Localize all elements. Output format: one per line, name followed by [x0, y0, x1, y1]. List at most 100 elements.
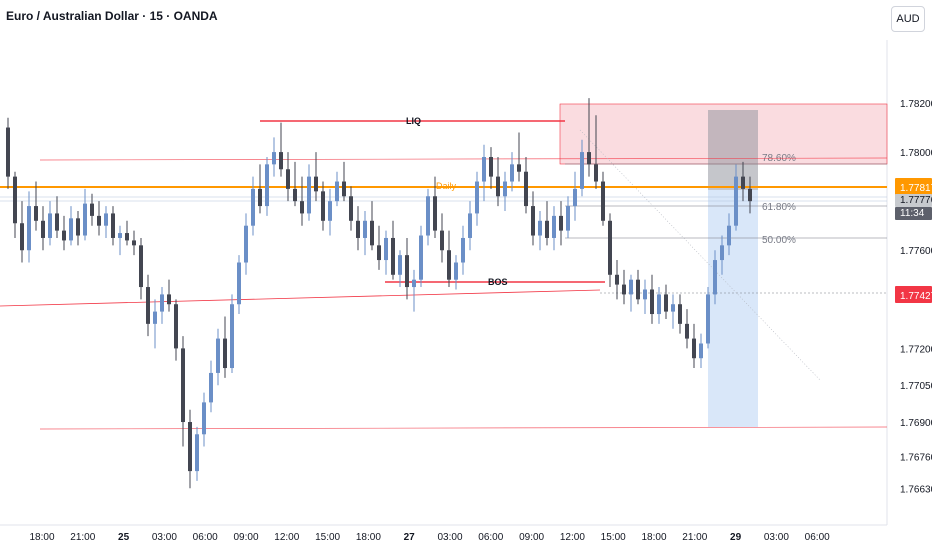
candle[interactable] [111, 213, 115, 238]
candle[interactable] [489, 156, 493, 177]
candle[interactable] [454, 262, 458, 280]
candle[interactable] [244, 225, 248, 263]
candle[interactable] [55, 213, 59, 231]
candle[interactable] [657, 294, 661, 315]
candle[interactable] [160, 294, 164, 312]
candle[interactable] [727, 225, 731, 246]
candle[interactable] [748, 188, 752, 202]
candle[interactable] [545, 220, 549, 238]
candle[interactable] [167, 294, 171, 305]
candle[interactable] [174, 304, 178, 349]
candle[interactable] [580, 152, 584, 189]
candle[interactable] [118, 233, 122, 238]
candle[interactable] [41, 220, 45, 238]
candle[interactable] [34, 206, 38, 221]
candle[interactable] [223, 338, 227, 369]
candle[interactable] [608, 220, 612, 275]
candle[interactable] [83, 203, 87, 236]
candle[interactable] [139, 245, 143, 288]
candle[interactable] [300, 201, 304, 214]
candle[interactable] [293, 188, 297, 202]
candle[interactable] [69, 218, 73, 241]
candle[interactable] [62, 230, 66, 241]
candle[interactable] [286, 169, 290, 189]
candle[interactable] [48, 213, 52, 238]
candle[interactable] [678, 304, 682, 324]
time-axis[interactable]: 18:00 21:00 25 03:00 06:00 09:00 12:00 15:00 18:… [29, 532, 830, 543]
candle[interactable] [706, 294, 710, 344]
candle[interactable] [356, 220, 360, 238]
currency-button[interactable]: AUD [891, 6, 925, 32]
candle[interactable] [496, 176, 500, 197]
candle[interactable] [699, 343, 703, 359]
candle[interactable] [517, 164, 521, 172]
candle[interactable] [237, 262, 241, 305]
candle[interactable] [314, 176, 318, 192]
candle[interactable] [713, 260, 717, 295]
candle[interactable] [209, 372, 213, 403]
symbol-title[interactable]: Euro / Australian Dollar · 15 · OANDA [6, 9, 218, 23]
candle[interactable] [524, 171, 528, 207]
price-axis[interactable]: 1.78200 1.78000 1.77600 1.77200 1.77050 1.769… [900, 99, 932, 495]
candle[interactable] [482, 156, 486, 182]
candle[interactable] [363, 220, 367, 238]
candle[interactable] [552, 215, 556, 238]
candle[interactable] [104, 213, 108, 226]
candle[interactable] [216, 338, 220, 373]
candle[interactable] [370, 220, 374, 246]
candle[interactable] [468, 213, 472, 238]
candle[interactable] [573, 188, 577, 207]
candle[interactable] [433, 196, 437, 231]
candle[interactable] [342, 181, 346, 197]
candle[interactable] [447, 250, 451, 280]
candle[interactable] [230, 304, 234, 369]
candle[interactable] [510, 164, 514, 182]
candle[interactable] [90, 203, 94, 216]
candle[interactable] [664, 294, 668, 312]
candle[interactable] [27, 206, 31, 251]
candle[interactable] [741, 176, 745, 189]
candle[interactable] [195, 434, 199, 472]
candle[interactable] [622, 284, 626, 295]
candle[interactable] [384, 237, 388, 261]
candle[interactable] [594, 164, 598, 182]
support-line[interactable] [39, 426, 888, 430]
candle[interactable] [377, 245, 381, 261]
candle[interactable] [419, 235, 423, 280]
candle[interactable] [265, 164, 269, 207]
candle[interactable] [685, 323, 689, 339]
candle[interactable] [440, 230, 444, 251]
candle[interactable] [650, 289, 654, 315]
candle[interactable] [20, 223, 24, 251]
target-zone[interactable] [708, 190, 758, 427]
candle[interactable] [566, 206, 570, 231]
candle[interactable] [251, 188, 255, 226]
candle[interactable] [643, 289, 647, 300]
candle[interactable] [13, 176, 17, 224]
candle[interactable] [671, 304, 675, 312]
candle[interactable] [412, 279, 416, 288]
candle[interactable] [398, 255, 402, 275]
candle[interactable] [258, 188, 262, 207]
candle[interactable] [181, 348, 185, 423]
candle[interactable] [426, 196, 430, 236]
candle[interactable] [6, 127, 10, 177]
candle[interactable] [601, 181, 605, 221]
candle[interactable] [279, 152, 283, 170]
candle[interactable] [146, 287, 150, 324]
candle[interactable] [615, 274, 619, 285]
candle[interactable] [307, 176, 311, 214]
candle[interactable] [587, 152, 591, 165]
candle[interactable] [559, 215, 563, 231]
candle[interactable] [132, 240, 136, 246]
candle[interactable] [503, 181, 507, 197]
candle[interactable] [405, 255, 409, 288]
candle[interactable] [272, 152, 276, 165]
candle[interactable] [475, 181, 479, 214]
candle[interactable] [188, 422, 192, 472]
candle[interactable] [76, 218, 80, 236]
candle[interactable] [153, 311, 157, 324]
candle[interactable] [636, 279, 640, 300]
candle[interactable] [391, 237, 395, 275]
